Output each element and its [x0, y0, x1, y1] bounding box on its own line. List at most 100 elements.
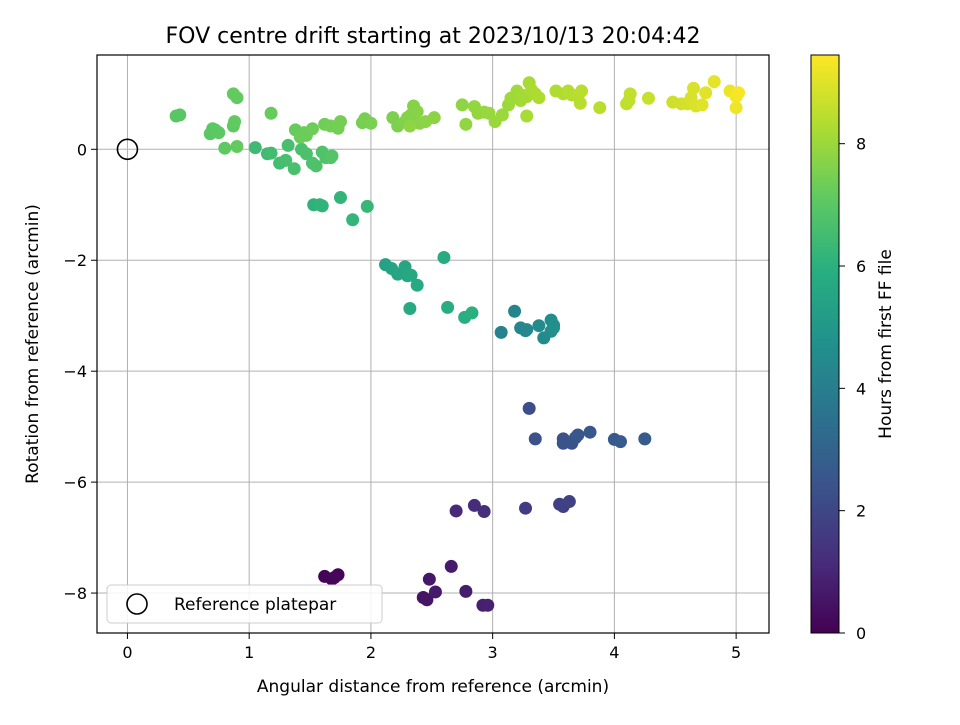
x-tick-label: 5 [731, 643, 741, 662]
x-tick-label: 3 [488, 643, 498, 662]
data-point [532, 319, 546, 333]
data-point [441, 300, 455, 314]
data-point [404, 268, 418, 282]
data-point [699, 86, 713, 100]
data-point [519, 501, 533, 515]
data-point [364, 116, 378, 130]
data-point [593, 101, 607, 115]
data-point [459, 117, 473, 131]
data-point [226, 87, 240, 101]
data-point [422, 572, 436, 586]
colorbar-tick-label: 4 [856, 379, 866, 398]
y-tick-label: −4 [63, 362, 87, 381]
data-point [583, 425, 597, 439]
data-point [360, 199, 374, 213]
data-point [638, 432, 652, 446]
data-point [299, 147, 313, 161]
data-point [481, 598, 495, 612]
data-point [212, 126, 226, 140]
y-axis-label: Rotation from reference (arcmin) [23, 204, 43, 484]
y-tick-label: 0 [77, 140, 87, 159]
data-point [573, 96, 587, 110]
data-point [228, 115, 242, 129]
data-point [613, 435, 627, 449]
y-tick-label: −2 [63, 251, 87, 270]
data-point [346, 213, 360, 227]
colorbar-tick-label: 0 [856, 624, 866, 643]
data-point [467, 498, 481, 512]
y-axis-ticks: −8 −6 −4 −2 0 [63, 140, 97, 603]
data-point [641, 91, 655, 105]
data-point [494, 325, 508, 339]
chart-title: FOV centre drift starting at 2023/10/13 … [166, 24, 701, 49]
reference-platepar-marker [116, 138, 139, 161]
data-point [264, 106, 278, 120]
y-tick-label: −8 [63, 584, 87, 603]
legend-marker [126, 593, 148, 615]
colorbar-tick-label: 2 [856, 502, 866, 521]
legend: Reference platepar [106, 584, 383, 624]
colorbar: 0 2 4 6 8 Hours from first FF file [810, 54, 896, 643]
y-tick-label: −6 [63, 473, 87, 492]
data-point [729, 101, 743, 115]
data-point [325, 149, 339, 163]
colorbar-tick-label: 8 [856, 135, 866, 154]
data-point [410, 278, 424, 292]
colorbar-ticks: 0 2 4 6 8 [839, 135, 866, 643]
data-point [449, 504, 463, 518]
data-point [528, 432, 542, 446]
data-point [305, 122, 319, 136]
data-point [264, 146, 278, 160]
data-point [279, 153, 293, 167]
legend-box [106, 584, 383, 624]
data-point [248, 141, 262, 155]
colorbar-tick-label: 6 [856, 257, 866, 276]
data-point [520, 109, 534, 123]
data-point [281, 138, 295, 152]
x-tick-label: 0 [122, 643, 132, 662]
data-point [309, 159, 323, 173]
data-point [520, 323, 534, 337]
grid-lines [97, 55, 769, 633]
data-point [287, 162, 301, 176]
data-point [459, 584, 473, 598]
data-point [315, 199, 329, 213]
colorbar-gradient [810, 54, 840, 634]
data-point [623, 87, 637, 101]
data-point [547, 321, 561, 335]
x-tick-label: 4 [609, 643, 619, 662]
data-point [403, 301, 417, 315]
x-axis-ticks: 0 1 2 3 4 5 [122, 633, 741, 662]
data-point [403, 119, 417, 133]
data-point [707, 75, 721, 89]
data-points [169, 75, 746, 612]
data-point [437, 250, 451, 264]
data-point [465, 306, 479, 320]
data-point [218, 141, 232, 155]
x-tick-label: 2 [366, 643, 376, 662]
data-point [732, 86, 746, 100]
data-point [455, 98, 469, 112]
x-tick-label: 1 [244, 643, 254, 662]
data-point [522, 401, 536, 415]
data-point [420, 593, 434, 607]
data-point [687, 81, 701, 95]
data-point [410, 105, 424, 119]
data-point [427, 111, 441, 125]
data-point [477, 505, 491, 519]
data-point [327, 571, 341, 585]
data-point [495, 108, 509, 122]
x-axis-label: Angular distance from reference (arcmin) [257, 677, 609, 697]
data-point [532, 91, 546, 105]
data-point [508, 304, 522, 318]
data-point [333, 191, 347, 205]
data-point [695, 98, 709, 112]
data-point [173, 108, 187, 122]
data-point [230, 140, 244, 154]
data-point [571, 428, 585, 442]
data-point [562, 495, 576, 509]
data-point [575, 84, 589, 98]
plot-frame [96, 54, 770, 634]
